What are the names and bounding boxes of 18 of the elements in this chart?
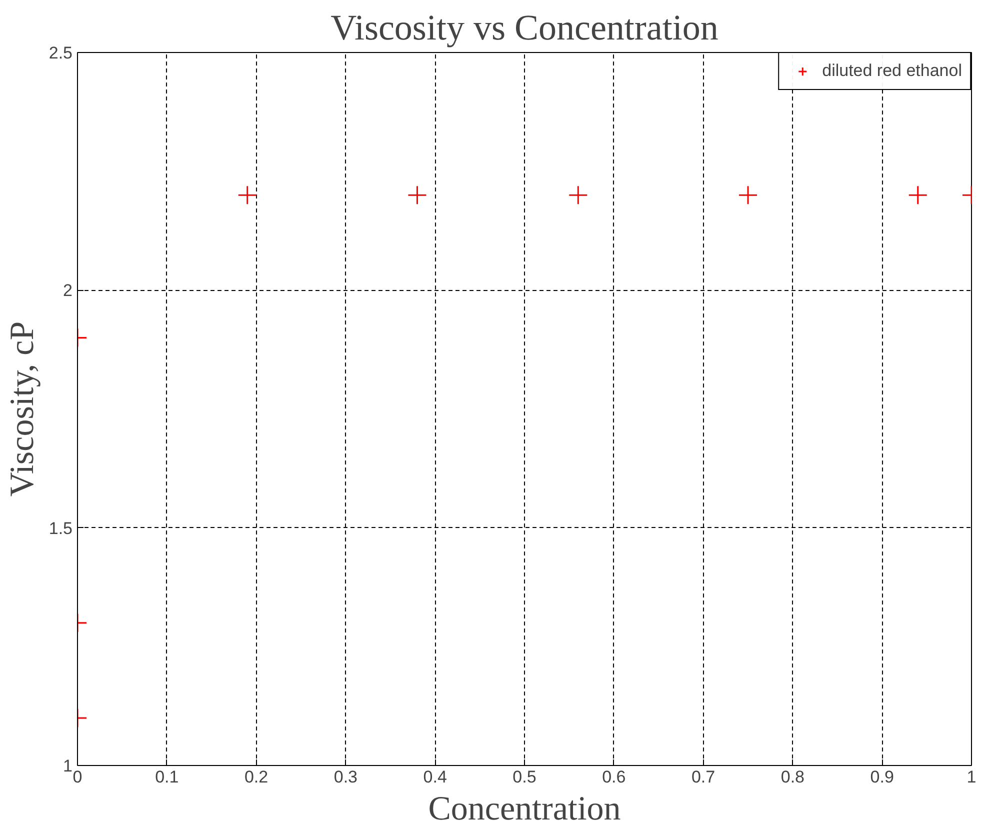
y-tick-label: 1.5 xyxy=(48,518,73,538)
x-tick-label: 0.9 xyxy=(870,768,894,786)
x-tick-label: 0.5 xyxy=(512,768,536,786)
y-axis-title: Viscosity, cP xyxy=(4,321,41,497)
x-tick-label: 0 xyxy=(72,768,82,786)
x-tick-label: 1 xyxy=(966,768,976,786)
chart-title: Viscosity vs Concentration xyxy=(330,8,718,48)
y-tick-label: 2.5 xyxy=(48,44,73,62)
x-tick-label: 0.6 xyxy=(602,768,626,786)
x-tick-label: 0.1 xyxy=(155,768,179,786)
x-tick-label: 0.2 xyxy=(244,768,268,786)
legend-label: diluted red ethanol xyxy=(822,61,962,81)
x-tick-label: 0.7 xyxy=(691,768,716,786)
x-tick-label: 0.3 xyxy=(334,768,358,786)
x-axis-title: Concentration xyxy=(428,790,621,828)
y-tick-label: 2 xyxy=(63,281,73,300)
x-tick-label: 0.8 xyxy=(780,768,805,786)
x-tick-label: 0.4 xyxy=(423,768,447,786)
